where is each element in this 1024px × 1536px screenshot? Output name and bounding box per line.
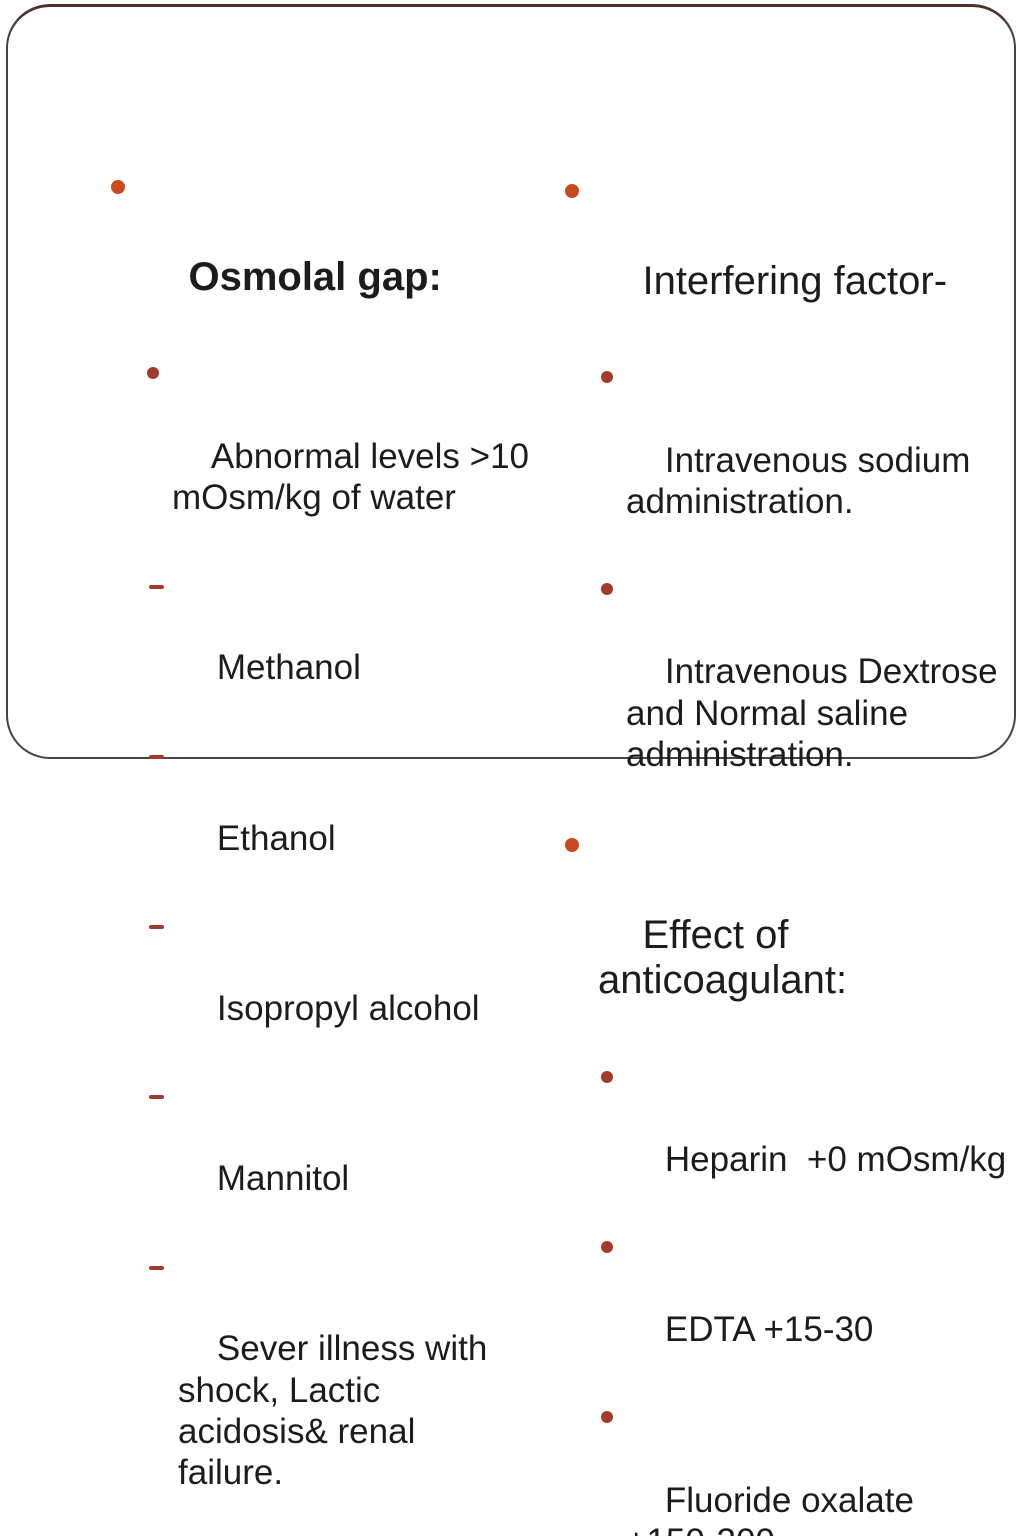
list-item-text: Interfering factor- bbox=[642, 259, 948, 304]
level2-bullet-icon bbox=[601, 1240, 613, 1253]
list-item-text: Effect of anticoagulant: bbox=[598, 912, 848, 1003]
list-item-text: Fluoride oxalate +150-300 bbox=[626, 1480, 914, 1536]
list-item-text: Intravenous sodium administration. bbox=[626, 440, 971, 522]
list-item-edta: EDTA +15-30 bbox=[552, 1227, 1010, 1392]
list-item-abnormal-levels: Abnormal levels >10 mOsm/kg of water bbox=[98, 353, 530, 559]
list-item-osmolal-gap: Osmolal gap: bbox=[98, 164, 530, 346]
slide-frame bbox=[6, 4, 1016, 759]
level2-bullet-icon bbox=[147, 367, 159, 380]
list-item-text: EDTA +15-30 bbox=[664, 1310, 874, 1350]
dash-bullet-icon bbox=[149, 1265, 164, 1270]
level2-bullet-icon bbox=[601, 1070, 613, 1083]
level1-bullet-icon bbox=[565, 184, 579, 198]
left-column: Osmolal gap: Abnormal levels >10 mOsm/kg… bbox=[98, 164, 530, 1536]
list-item-text: Ethanol bbox=[216, 818, 336, 858]
slide-page: { "slide": { "background": "#ffffff", "f… bbox=[6, 4, 1016, 1536]
list-item-text: Isopropyl alcohol bbox=[216, 988, 480, 1028]
list-item-severe-illness: Sever illness with shock, Lactic acidosi… bbox=[98, 1246, 530, 1535]
list-item-ethanol: Ethanol bbox=[98, 735, 530, 900]
level1-bullet-icon bbox=[111, 180, 125, 194]
level2-bullet-icon bbox=[601, 1410, 613, 1423]
level2-bullet-icon bbox=[601, 371, 613, 384]
list-item-mannitol: Mannitol bbox=[98, 1075, 530, 1240]
list-item-text: Sever illness with shock, Lactic acidosi… bbox=[178, 1329, 488, 1493]
list-item-text: Methanol bbox=[216, 648, 361, 688]
list-item-text: Intravenous Dextrose and Normal saline a… bbox=[626, 652, 998, 775]
list-item-effect-of-anticoagulant: Effect of anticoagulant: bbox=[552, 822, 1010, 1050]
list-item-heparin: Heparin +0 mOsm/kg bbox=[552, 1057, 1010, 1222]
list-item-text: Abnormal levels >10 mOsm/kg of water bbox=[172, 436, 529, 518]
list-item-interfering-factor: Interfering factor- bbox=[552, 168, 1010, 350]
list-item-methanol: Methanol bbox=[98, 565, 530, 730]
level2-bullet-icon bbox=[601, 582, 613, 595]
list-item-iv-sodium: Intravenous sodium administration. bbox=[552, 357, 1010, 563]
list-item-iv-dextrose: Intravenous Dextrose and Normal saline a… bbox=[552, 569, 1010, 817]
level1-bullet-icon bbox=[565, 837, 579, 852]
dash-bullet-icon bbox=[149, 755, 164, 760]
list-item-text: Osmolal gap: bbox=[188, 255, 442, 300]
list-item-text: Mannitol bbox=[216, 1159, 350, 1199]
dash-bullet-icon bbox=[149, 584, 164, 589]
dash-bullet-icon bbox=[149, 925, 164, 930]
list-item-fluoride-oxalate: Fluoride oxalate +150-300 bbox=[552, 1397, 1010, 1536]
dash-bullet-icon bbox=[149, 1095, 164, 1100]
list-item-text: Heparin +0 mOsm/kg bbox=[664, 1140, 1007, 1180]
list-item-isopropyl-alcohol: Isopropyl alcohol bbox=[98, 905, 530, 1070]
right-column: Interfering factor- Intravenous sodium a… bbox=[552, 168, 1010, 1536]
